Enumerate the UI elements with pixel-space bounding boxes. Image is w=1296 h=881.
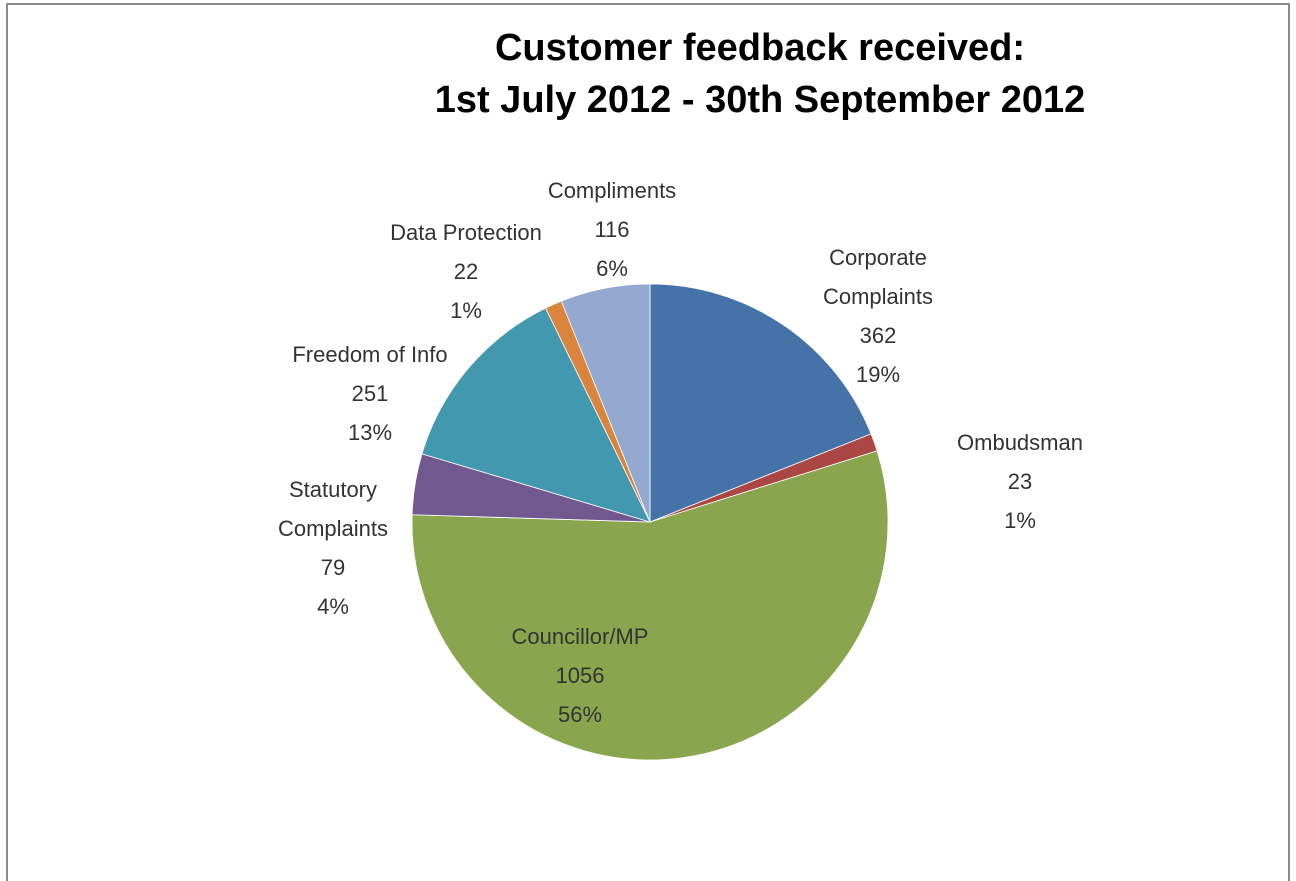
- pie-slice: [411, 450, 889, 761]
- pie-slice: [421, 307, 651, 523]
- data-label: Compliments 116 6%: [502, 171, 722, 288]
- chart-subtitle: 1st July 2012 - 30th September 2012: [434, 79, 1086, 121]
- label-percent: 56%: [557, 702, 603, 727]
- data-label: Ombudsman 23 1%: [920, 423, 1120, 540]
- label-percent: 1%: [1004, 508, 1036, 533]
- label-category: Councillor/MP: [511, 624, 649, 649]
- label-percent: 4%: [317, 594, 349, 619]
- label-category: Corporate Complaints: [822, 245, 934, 309]
- label-percent: 19%: [855, 362, 901, 387]
- chart-title: Customer feedback received:: [494, 27, 1026, 69]
- label-value: 1056: [555, 663, 605, 688]
- chart-border: [6, 3, 1290, 881]
- label-category: Freedom of Info: [292, 342, 448, 367]
- label-percent: 1%: [450, 298, 482, 323]
- label-category: Compliments: [547, 178, 677, 203]
- label-value: 116: [594, 217, 630, 242]
- label-category: Data Protection: [390, 220, 542, 245]
- pie-slice: [649, 283, 872, 523]
- data-label: Councillor/MP 1056 56%: [460, 617, 700, 734]
- data-label: Freedom of Info 251 13%: [250, 335, 490, 452]
- label-value: 79: [320, 555, 346, 580]
- label-percent: 6%: [596, 256, 628, 281]
- data-label: Data Protection 22 1%: [346, 213, 586, 330]
- data-label: Corporate Complaints 362 19%: [793, 238, 963, 394]
- label-category: Statutory Complaints: [277, 477, 389, 541]
- label-value: 23: [1007, 469, 1033, 494]
- label-category: Ombudsman: [957, 430, 1083, 455]
- label-percent: 13%: [347, 420, 393, 445]
- pie-slice: [560, 283, 651, 523]
- data-label: Statutory Complaints 79 4%: [248, 470, 418, 626]
- label-value: 362: [859, 323, 897, 348]
- label-value: 251: [351, 381, 389, 406]
- label-value: 22: [453, 259, 479, 284]
